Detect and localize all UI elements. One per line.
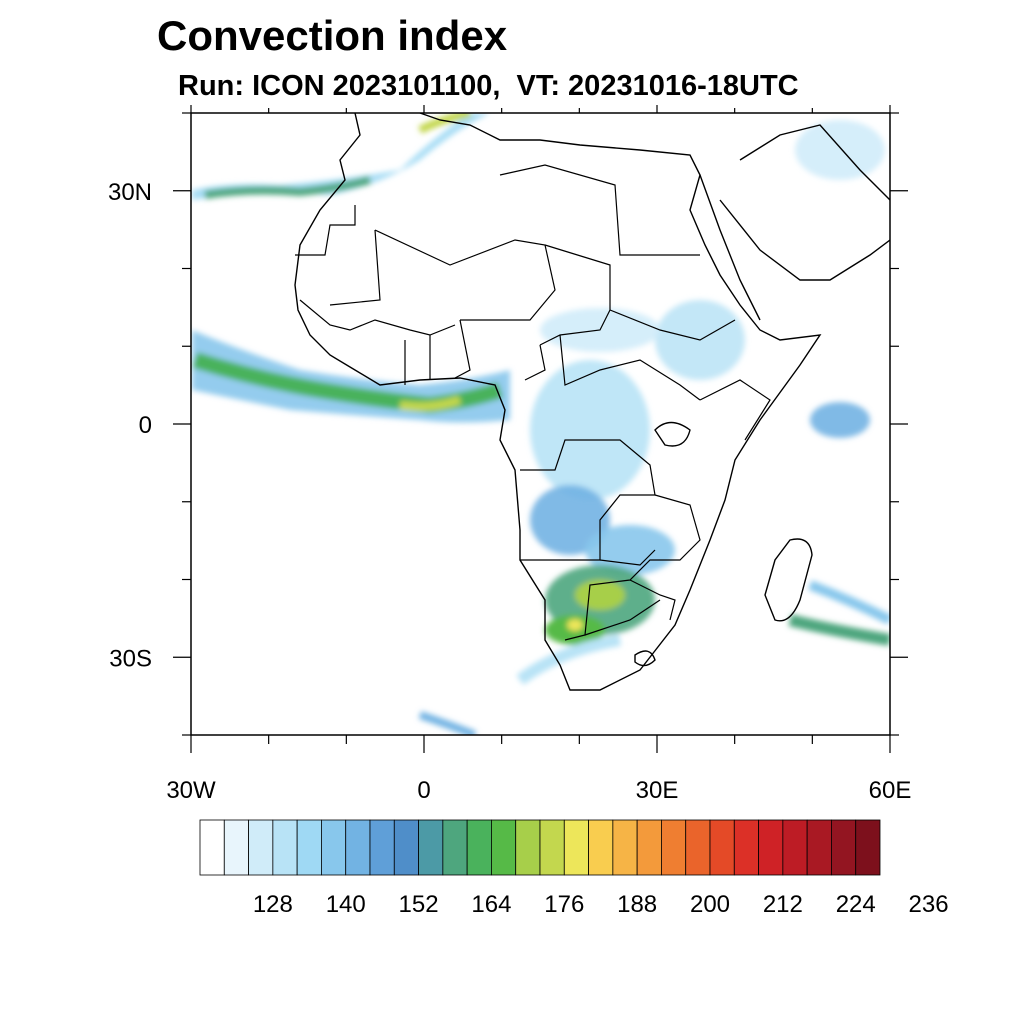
cell-south-peak (567, 619, 583, 631)
colorbar-swatch (855, 819, 881, 876)
band-madagascar-south (788, 614, 890, 646)
cell-central-africa (530, 360, 650, 500)
colorbar-swatch (321, 819, 347, 876)
colorbar-swatch (685, 819, 711, 876)
colorbar-swatch (199, 819, 225, 876)
cell-botswana-core (575, 580, 625, 610)
colorbar-swatch (709, 819, 735, 876)
colorbar-label: 212 (763, 891, 803, 918)
colorbar-label: 200 (690, 891, 730, 918)
colorbar-swatch (539, 819, 565, 876)
red-sea-coast (699, 174, 761, 321)
madagascar-coast (764, 538, 813, 622)
colorbar-labels: 128 140 152 164 176 188 200 212 224 236 (253, 891, 949, 918)
band-madagascar-east (808, 580, 890, 625)
colorbar-label: 176 (544, 891, 584, 918)
colorbar-swatch (515, 819, 541, 876)
arabia-coast (719, 124, 890, 281)
africa-coast (294, 113, 822, 691)
colorbar-swatch (248, 819, 274, 876)
band-itcz-core (192, 352, 503, 414)
band-itcz-peak (399, 395, 462, 412)
colorbar-swatch (661, 819, 687, 876)
colorbar-swatch (369, 819, 395, 876)
band-mediterranean-core (204, 176, 372, 199)
colorbar-swatch (272, 819, 298, 876)
coastlines (294, 113, 890, 691)
colorbar-label: 224 (836, 891, 876, 918)
colorbar-label: 128 (253, 891, 293, 918)
colorbar-swatch (563, 819, 589, 876)
cell-angola (530, 485, 610, 555)
colorbar-label: 188 (617, 891, 657, 918)
y-label: 0 (139, 412, 152, 439)
x-label: 0 (417, 777, 430, 804)
colorbar-swatch (223, 819, 249, 876)
colorbar-swatch (296, 819, 322, 876)
x-axis-labels: 30W 0 30E 60E (166, 777, 911, 804)
colorbar-swatch (393, 819, 419, 876)
y-axis-labels: 30N 0 30S (108, 179, 152, 673)
colorbar-swatch (636, 819, 662, 876)
band-south-outflow (516, 634, 621, 685)
cell-indian-ocean (810, 402, 870, 438)
map-title: Convection index (157, 12, 508, 59)
colorbar-swatch (345, 819, 371, 876)
x-label: 30W (166, 777, 216, 804)
convection-field (192, 113, 890, 735)
y-label: 30N (108, 179, 152, 206)
colorbar-swatch (758, 819, 784, 876)
axis-ticks (173, 105, 908, 753)
colorbar-label: 152 (399, 891, 439, 918)
colorbar-swatch (831, 819, 857, 876)
x-label: 60E (869, 777, 912, 804)
colorbar-swatch (782, 819, 808, 876)
colorbar-label: 140 (326, 891, 366, 918)
colorbar-label: 236 (909, 891, 949, 918)
colorbar-swatch (466, 819, 492, 876)
colorbar-swatch (491, 819, 517, 876)
colorbar-swatch (612, 819, 638, 876)
map-subtitle: Run: ICON 2023101100, VT: 20231016-18UTC (178, 70, 799, 102)
cell-arabia-ne (795, 120, 885, 180)
colorbar-swatch (733, 819, 759, 876)
colorbar-swatch (588, 819, 614, 876)
colorbar-swatch (806, 819, 832, 876)
band-south-atlantic (418, 711, 477, 735)
y-label: 30S (109, 645, 152, 672)
cell-zambia (585, 525, 675, 575)
lesotho (634, 650, 656, 667)
x-label: 30E (636, 777, 679, 804)
country-borders (295, 164, 771, 641)
lake-victoria (654, 421, 691, 447)
colorbar (199, 819, 881, 876)
colorbar-label: 164 (471, 891, 511, 918)
colorbar-swatch (418, 819, 444, 876)
colorbar-swatch (442, 819, 468, 876)
